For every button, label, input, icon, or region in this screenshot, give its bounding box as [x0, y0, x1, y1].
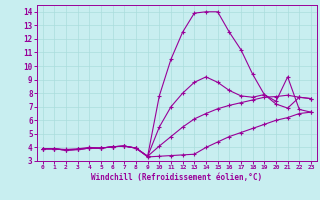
X-axis label: Windchill (Refroidissement éolien,°C): Windchill (Refroidissement éolien,°C) — [91, 173, 262, 182]
